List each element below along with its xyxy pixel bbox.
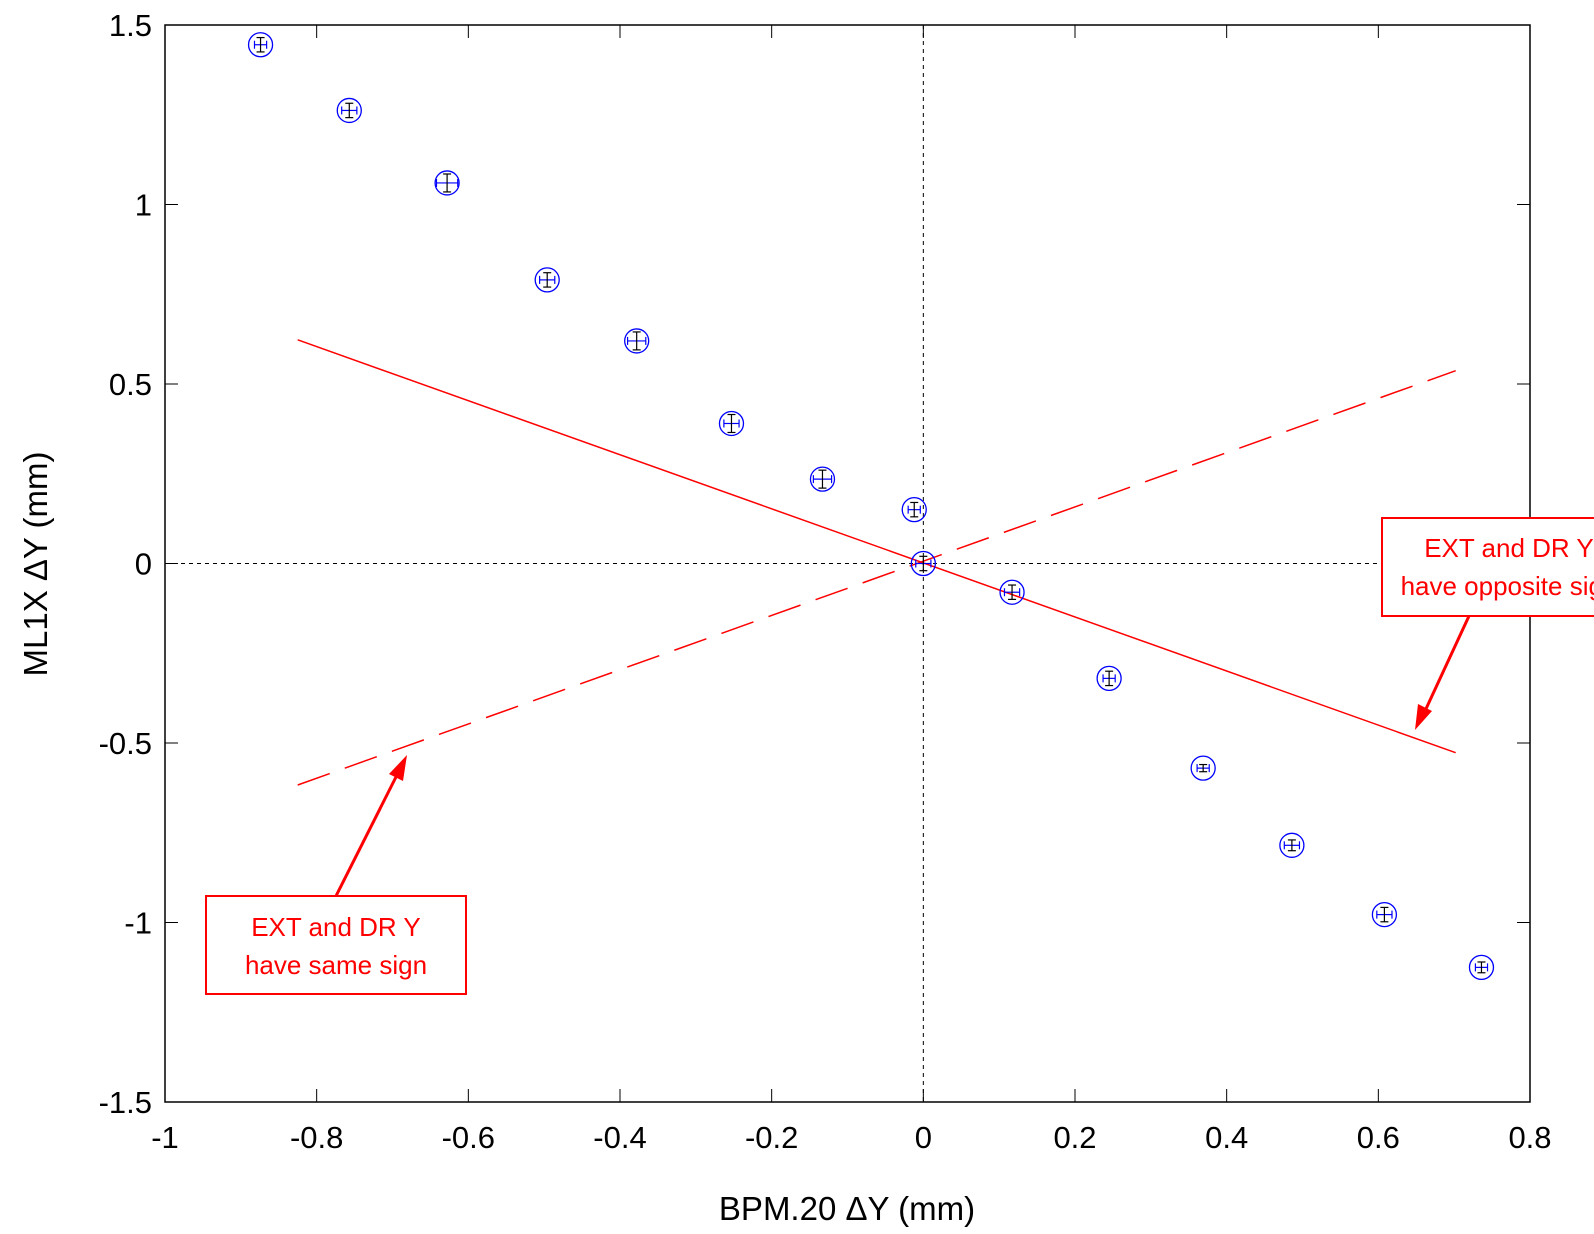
y-tick-label: 1.5 — [109, 8, 152, 43]
annotation-box-opposite-sign — [1381, 517, 1594, 617]
annotation-opposite-sign-line2: have opposite sign — [1401, 571, 1594, 601]
x-tick-label: -0.8 — [290, 1120, 343, 1155]
point-marker — [247, 32, 274, 58]
point-marker — [1371, 901, 1398, 928]
annotation-same-sign-line2: have same sign — [245, 950, 427, 980]
data-point — [901, 496, 927, 523]
x-tick-label: 0.4 — [1205, 1120, 1248, 1155]
data-point — [247, 32, 274, 58]
y-tick-label: -1.5 — [99, 1085, 152, 1120]
point-marker — [910, 550, 936, 577]
point-marker — [624, 328, 650, 354]
fit-line-opposite-sign — [297, 339, 1456, 754]
y-tick-label: 0.5 — [109, 367, 152, 402]
data-point — [1468, 954, 1495, 981]
data-point — [624, 328, 650, 354]
x-tick-label: 0.6 — [1357, 1120, 1400, 1155]
annotation-arrowhead-same-sign — [389, 755, 407, 781]
data-point — [910, 550, 936, 577]
point-marker — [999, 579, 1025, 605]
y-tick-label: -1 — [124, 906, 152, 941]
data-point — [809, 466, 836, 492]
point-marker — [1279, 832, 1305, 858]
data-point — [434, 170, 460, 196]
point-marker — [718, 410, 745, 437]
annotation-opposite-sign-line1: EXT and DR Y — [1424, 533, 1594, 563]
x-tick-label: -0.4 — [593, 1120, 646, 1155]
data-point — [534, 267, 560, 293]
y-tick-label: -0.5 — [99, 726, 152, 761]
y-tick-label: 0 — [135, 547, 152, 582]
annotation-arrow-opposite-sign — [1423, 615, 1471, 712]
fit-line-same-sign — [297, 370, 1456, 786]
annotation-same-sign-line1: EXT and DR Y — [251, 912, 421, 942]
x-tick-label: 0 — [915, 1120, 932, 1155]
x-axis-label: BPM.20 ΔY (mm) — [719, 1190, 975, 1227]
y-axis-label: ML1X ΔY (mm) — [17, 452, 54, 677]
x-tick-label: 0.8 — [1508, 1120, 1551, 1155]
axes: -1 -0.8 -0.6 -0.4 -0.2 0 0.2 0.4 0.6 0.8-1.5-1-0.… — [99, 8, 1552, 1155]
data-point — [999, 579, 1025, 605]
x-tick-label: -0.6 — [442, 1120, 495, 1155]
data-point — [718, 410, 745, 437]
point-marker — [534, 267, 560, 293]
point-marker — [1190, 755, 1216, 781]
point-marker — [336, 97, 362, 124]
x-tick-label: 0.2 — [1053, 1120, 1096, 1155]
annotation-arrowhead-opposite-sign — [1415, 704, 1432, 730]
point-marker — [809, 466, 836, 492]
data-points — [247, 32, 1495, 981]
data-point — [1371, 901, 1398, 928]
data-point — [1096, 665, 1122, 692]
data-point — [336, 97, 362, 124]
data-point — [1190, 755, 1216, 781]
annotation-arrow-same-sign — [334, 772, 400, 897]
x-tick-label: -1 — [151, 1120, 179, 1155]
x-tick-label: -0.2 — [745, 1120, 798, 1155]
annotation-box-same-sign — [205, 895, 467, 995]
y-tick-label: 1 — [135, 188, 152, 223]
point-marker — [1468, 954, 1495, 981]
data-point — [1279, 832, 1305, 858]
point-marker — [1096, 665, 1122, 692]
point-marker — [434, 170, 460, 196]
fit-lines — [297, 339, 1456, 786]
point-marker — [901, 496, 927, 523]
annotations: EXT and DR Y have same sign EXT and DR Y… — [205, 517, 1594, 995]
